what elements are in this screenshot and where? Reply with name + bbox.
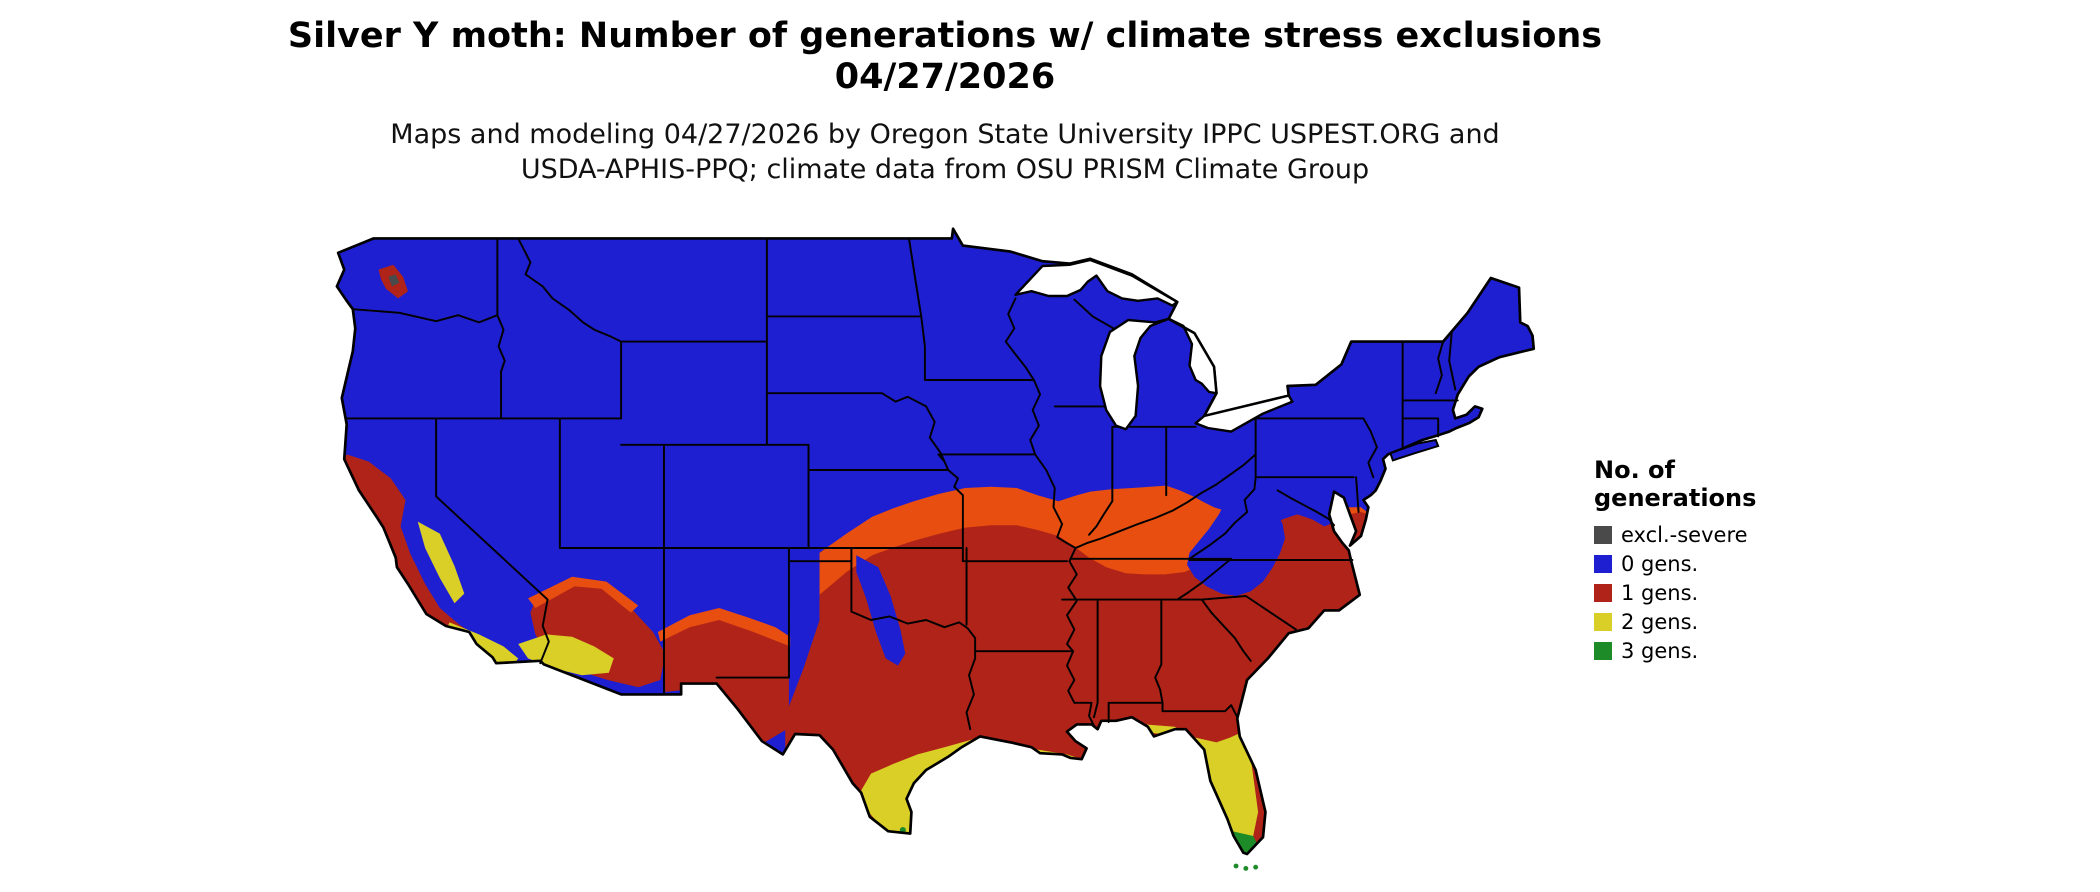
zone-0-appalachian-tongue: [1187, 478, 1286, 596]
legend-title: No. of generations: [1594, 456, 1756, 513]
legend-item-0-gens: 0 gens.: [1594, 551, 1756, 576]
zone-transition-fringe-arizona: [528, 576, 639, 613]
legend-swatch-3-gens: [1594, 642, 1612, 661]
subtitle-line-2: USDA-APHIS-PPQ; climate data from OSU PR…: [520, 153, 1370, 185]
zone-2-generations-southwest-arizona: [518, 634, 614, 676]
legend-label-1-gens: 1 gens.: [1621, 580, 1699, 605]
legend: No. of generations excl.-severe 0 gens. …: [1594, 456, 1756, 662]
us-generations-map: [332, 212, 1557, 884]
legend-label-excl-severe: excl.-severe: [1621, 522, 1748, 547]
lake-superior: [1014, 258, 1179, 307]
legend-swatch-excl-severe: [1594, 526, 1612, 545]
long-island: [1389, 438, 1440, 462]
figure-date: 04/27/2026: [834, 57, 1056, 98]
state-borders: [345, 237, 1459, 731]
zone-1-generation-new-mexico: [663, 615, 789, 745]
legend-swatch-0-gens: [1594, 555, 1612, 574]
legend-swatch-2-gens: [1594, 613, 1612, 632]
zone-2-generations-south-texas: [861, 737, 982, 836]
zone-1-generation-california-coast: [341, 454, 516, 673]
zone-excluded-severe-speck: [388, 274, 400, 287]
figure-header: Silver Y moth: Number of generations w/ …: [0, 16, 1890, 187]
map-svg: [335, 227, 1536, 871]
legend-label-2-gens: 2 gens.: [1621, 609, 1699, 634]
zone-2-generations-florida: [1194, 732, 1259, 854]
legend-swatch-1-gens: [1594, 584, 1612, 603]
legend-item-3-gens: 3 gens.: [1594, 638, 1756, 663]
zone-2-generations-central-valley: [417, 521, 465, 604]
legend-label-3-gens: 3 gens.: [1621, 638, 1699, 663]
us-outline: [335, 227, 1536, 856]
legend-item-1-gens: 1 gens.: [1594, 580, 1756, 605]
great-lakes: [1014, 258, 1294, 433]
legend-items: excl.-severe 0 gens. 1 gens. 2 gens. 3 g…: [1594, 522, 1756, 663]
legend-item-excl-severe: excl.-severe: [1594, 522, 1756, 547]
zone-transition-fringe-new-mexico: [657, 608, 791, 647]
figure-subtitle: Maps and modeling 04/27/2026 by Oregon S…: [0, 117, 1890, 187]
figure-title: Silver Y moth: Number of generations w/ …: [287, 16, 1603, 56]
legend-item-2-gens: 2 gens.: [1594, 609, 1756, 634]
legend-title-line-1: No. of: [1594, 456, 1675, 484]
lake-huron: [1167, 317, 1218, 395]
lake-michigan: [1098, 317, 1170, 431]
zone-0-plains-wedge: [856, 555, 906, 666]
subtitle-line-1: Maps and modeling 04/27/2026 by Oregon S…: [390, 118, 1500, 150]
lake-erie: [1194, 394, 1294, 433]
legend-label-0-gens: 0 gens.: [1621, 551, 1699, 576]
florida-keys: [1233, 863, 1259, 871]
legend-title-line-2: generations: [1594, 484, 1757, 513]
